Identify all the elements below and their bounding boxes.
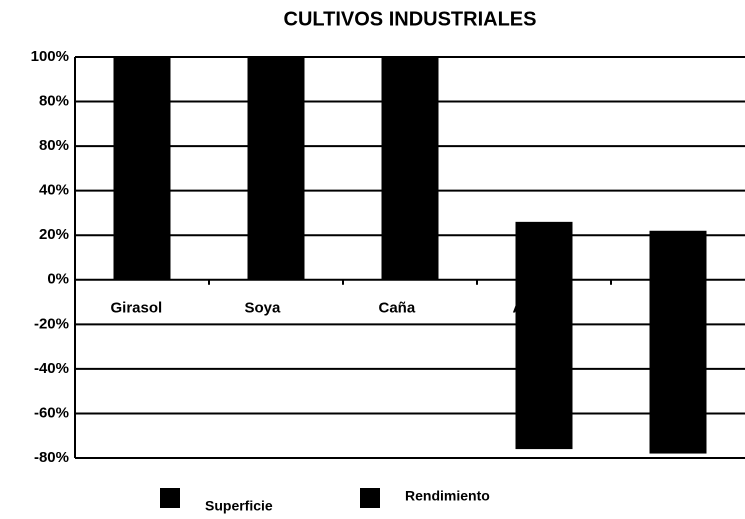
bar: [649, 279, 707, 454]
x-tick-label: Caña: [379, 300, 416, 317]
legend-swatch: [160, 488, 180, 508]
bar: [247, 57, 305, 280]
x-tick-label: Girasol: [111, 300, 163, 317]
y-tick-label: -60%: [34, 404, 69, 421]
legend-label: Superficie: [205, 498, 273, 514]
bar: [515, 221, 573, 280]
y-tick-label: -20%: [34, 315, 69, 332]
y-tick-label: 100%: [31, 48, 69, 65]
legend-label: Rendimiento: [405, 488, 490, 504]
y-tick-label: 0%: [47, 271, 69, 288]
chart-title: CULTIVOS INDUSTRIALES: [284, 8, 537, 30]
y-tick-label: 80%: [39, 93, 69, 110]
legend-swatch: [360, 488, 380, 508]
y-tick-label: 20%: [39, 226, 69, 243]
bar: [649, 230, 707, 280]
y-tick-label: 80%: [39, 137, 69, 154]
x-tick-label: Soya: [245, 300, 282, 317]
y-tick-label: -80%: [34, 449, 69, 466]
y-tick-label: -40%: [34, 360, 69, 377]
y-tick-label: 40%: [39, 182, 69, 199]
bar: [515, 279, 573, 450]
bar: [113, 57, 171, 280]
bar: [381, 57, 439, 280]
